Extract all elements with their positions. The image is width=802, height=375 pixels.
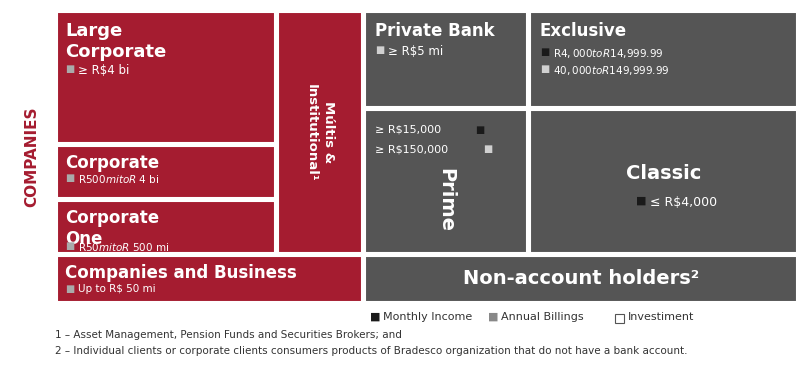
FancyBboxPatch shape	[277, 12, 362, 253]
FancyBboxPatch shape	[57, 201, 274, 253]
Text: R$4,000 to R$14,999.99: R$4,000 to R$14,999.99	[553, 47, 662, 60]
Text: Múltis &
Institutional¹: Múltis & Institutional¹	[304, 84, 335, 182]
FancyBboxPatch shape	[529, 110, 796, 253]
Text: ≥ R$150,000: ≥ R$150,000	[375, 144, 448, 154]
Text: Monthly Income: Monthly Income	[383, 312, 472, 322]
FancyBboxPatch shape	[57, 12, 274, 143]
Text: Annual Billings: Annual Billings	[500, 312, 583, 322]
Text: ■: ■	[475, 125, 484, 135]
Text: ≤ R$4,000: ≤ R$4,000	[650, 195, 717, 208]
Text: Classic: Classic	[625, 164, 700, 183]
Text: ■: ■	[65, 64, 74, 74]
Text: Companies and Business: Companies and Business	[65, 264, 297, 282]
Text: Corporate
One: Corporate One	[65, 209, 159, 248]
Text: ■: ■	[539, 64, 549, 74]
Text: 1 – Asset Management, Pension Funds and Securities Brokers; and: 1 – Asset Management, Pension Funds and …	[55, 330, 401, 340]
Text: Exclusive: Exclusive	[539, 22, 626, 40]
FancyBboxPatch shape	[57, 146, 274, 198]
FancyBboxPatch shape	[57, 256, 362, 302]
Text: ■: ■	[65, 241, 74, 251]
Text: Corporate: Corporate	[65, 154, 159, 172]
Text: ≥ R$5 mi: ≥ R$5 mi	[387, 45, 443, 58]
Text: ■: ■	[370, 312, 380, 322]
Text: ■: ■	[539, 47, 549, 57]
Text: Investiment: Investiment	[627, 312, 694, 322]
Text: $40,000 to R$149,999.99: $40,000 to R$149,999.99	[553, 64, 669, 77]
Text: Non-account holders²: Non-account holders²	[462, 270, 699, 288]
FancyBboxPatch shape	[365, 256, 796, 302]
Text: R$ 50 mi to R$ 500 mi: R$ 50 mi to R$ 500 mi	[78, 241, 169, 253]
Text: ■: ■	[65, 284, 74, 294]
Text: Large
Corporate: Large Corporate	[65, 22, 166, 61]
Text: Up to R$ 50 mi: Up to R$ 50 mi	[78, 284, 156, 294]
FancyBboxPatch shape	[365, 12, 526, 107]
Text: Private Bank: Private Bank	[375, 22, 494, 40]
Text: ■: ■	[65, 173, 74, 183]
Text: ■: ■	[634, 195, 645, 206]
FancyBboxPatch shape	[529, 12, 796, 107]
Text: ■: ■	[488, 312, 498, 322]
Text: ■: ■	[482, 144, 492, 154]
Text: ≥ R$4 bi: ≥ R$4 bi	[78, 64, 129, 77]
Text: 2 – Individual clients or corporate clients consumers products of Bradesco organ: 2 – Individual clients or corporate clie…	[55, 346, 687, 356]
Text: R$ 500 mi to R$ 4 bi: R$ 500 mi to R$ 4 bi	[78, 173, 159, 185]
FancyBboxPatch shape	[614, 314, 623, 323]
Text: COMPANIES: COMPANIES	[25, 107, 39, 207]
FancyBboxPatch shape	[365, 110, 526, 253]
Text: ■: ■	[375, 45, 384, 55]
Text: ≥ R$15,000: ≥ R$15,000	[375, 125, 440, 135]
Text: Prime: Prime	[436, 168, 455, 231]
